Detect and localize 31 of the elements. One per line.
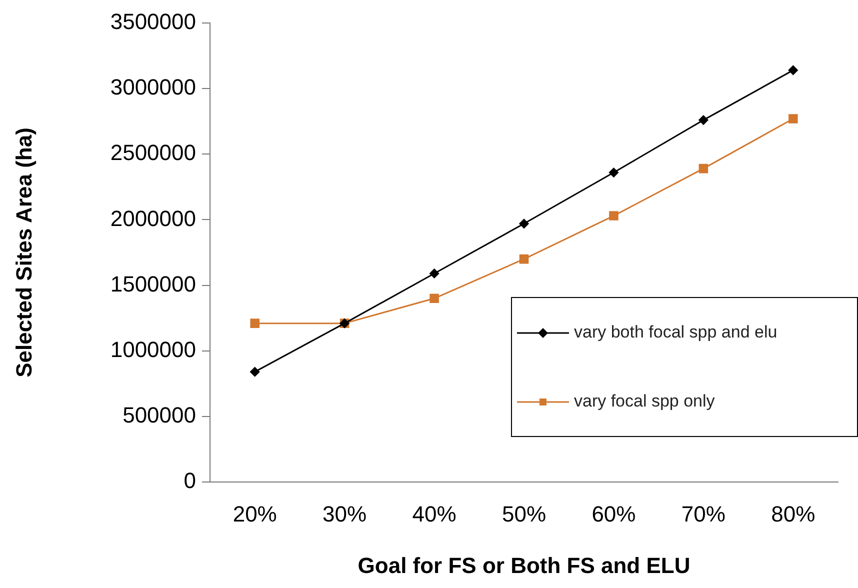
y-tick-label: 500000 bbox=[122, 402, 196, 428]
x-tick-label: 40% bbox=[412, 501, 456, 526]
point bbox=[609, 211, 618, 220]
y-tick-label: 1500000 bbox=[110, 271, 196, 296]
point bbox=[698, 115, 708, 125]
point bbox=[250, 367, 260, 377]
point bbox=[430, 294, 439, 304]
x-tick-label: 30% bbox=[322, 501, 367, 526]
legend-label: vary focal spp only bbox=[574, 392, 716, 411]
point bbox=[250, 318, 260, 328]
point bbox=[519, 218, 529, 228]
x-tick-label: 20% bbox=[232, 501, 277, 526]
x-tick-label: 60% bbox=[592, 501, 636, 526]
y-tick-label: 3500000 bbox=[110, 9, 196, 34]
point bbox=[430, 268, 440, 278]
point bbox=[788, 114, 798, 124]
x-tick-label: 80% bbox=[771, 501, 816, 526]
y-tick-label: 0 bbox=[184, 468, 196, 494]
point bbox=[698, 164, 708, 174]
legend-label: vary both focal spp and elu bbox=[574, 322, 778, 342]
point bbox=[788, 65, 798, 75]
point bbox=[519, 254, 529, 264]
x-tick-label: 70% bbox=[681, 501, 726, 526]
y-tick-label: 2000000 bbox=[110, 206, 196, 231]
x-tick-label: 50% bbox=[502, 501, 546, 526]
y-axis-title: Selected Sites Area (ha) bbox=[11, 128, 36, 378]
point bbox=[608, 168, 618, 178]
y-tick-label: 2500000 bbox=[110, 140, 196, 166]
x-axis-title: Goal for FS or Both FS and ELU bbox=[358, 552, 690, 578]
y-tick-label: 3000000 bbox=[110, 74, 196, 100]
y-tick-label: 1000000 bbox=[110, 336, 196, 362]
